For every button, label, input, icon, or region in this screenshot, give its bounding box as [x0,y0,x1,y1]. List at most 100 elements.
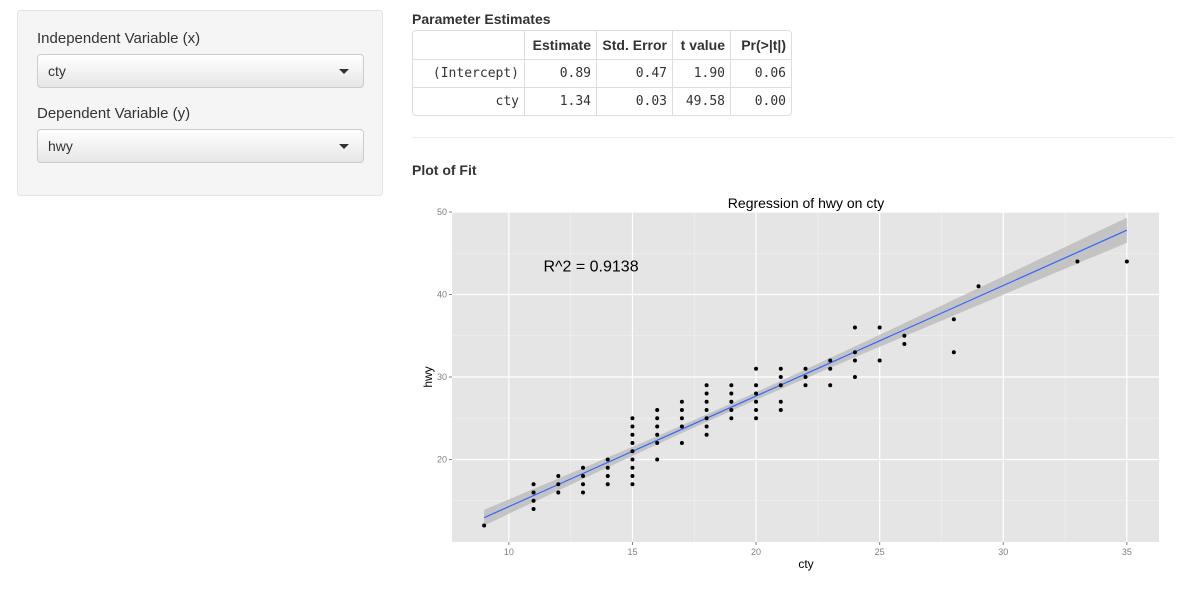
input-panel: Independent Variable (x) cty Dependent V… [17,10,383,196]
data-point [655,416,660,421]
data-point [630,441,635,445]
table-cell: 0.06 [730,59,791,87]
table-cell: (Intercept) [413,59,524,87]
data-points [482,259,1129,528]
data-point [902,342,907,346]
data-point [754,366,759,371]
x-tick-label: 30 [998,547,1008,557]
chevron-down-icon [339,144,349,149]
data-point [679,416,684,421]
data-point [581,474,586,478]
data-point [581,490,586,495]
x-tick-label: 15 [627,547,637,557]
y-tick-label: 40 [437,290,447,300]
data-point [679,441,684,445]
data-point [556,482,561,487]
data-point [531,507,536,511]
data-point [630,432,635,437]
table-cell: 0.47 [596,59,672,87]
data-point [729,383,734,388]
data-point [754,391,759,396]
y-axis-ticks: 20 30 40 50 [437,207,452,465]
column-header: Estimate [524,31,596,59]
data-point [556,490,561,495]
y-variable-select[interactable]: hwy [37,129,364,163]
data-point [754,383,759,388]
data-point [754,408,759,412]
column-header [413,31,524,59]
data-point [679,399,684,404]
data-point [778,375,783,379]
data-point [655,441,660,445]
data-point [630,457,635,462]
data-point [581,482,586,487]
x-tick-label: 10 [504,547,514,557]
data-point [581,465,586,470]
table-row: cty 1.34 0.03 49.58 0.00 [413,87,791,115]
data-point [704,383,709,388]
fit-line-group [483,229,1128,519]
data-point [679,424,684,429]
y-tick-label: 30 [437,372,447,382]
data-point [630,424,635,429]
data-point [630,482,635,487]
data-point [630,465,635,470]
data-point [630,474,635,478]
data-point [556,474,561,478]
grid-lines [452,211,1159,542]
data-point [852,350,857,355]
estimates-table: Estimate Std. Error t value Pr(>|t|) (In… [412,30,792,116]
x-axis-label: cty [798,557,813,571]
data-point [655,424,660,429]
data-point [704,424,709,429]
y-variable-value: hwy [48,138,73,154]
data-point [729,399,734,404]
y-tick-label: 50 [437,207,447,217]
regression-plot: Regression of hwy on cty 10 15 20 25 30 35 20… [421,195,1159,571]
x-variable-label: Independent Variable (x) [37,30,201,47]
fit-line [483,229,1128,519]
chevron-down-icon [339,69,349,74]
data-point [605,474,610,478]
data-point [704,416,709,421]
x-tick-label: 20 [751,547,761,557]
data-point [605,457,610,462]
data-point [605,482,610,487]
confidence-ribbon [484,217,1127,526]
data-point [951,350,956,355]
x-tick-label: 25 [875,547,885,557]
data-point [951,317,956,322]
table-row: (Intercept) 0.89 0.47 1.90 0.06 [413,59,791,87]
data-point [778,399,783,404]
data-point [679,408,684,412]
data-point [1124,259,1129,264]
data-point [754,416,759,421]
data-point [482,523,487,528]
y-variable-label: Dependent Variable (y) [37,105,191,122]
y-tick-label: 20 [437,455,447,465]
data-point [828,383,833,388]
data-point [852,358,857,363]
data-point [754,399,759,404]
data-point [852,375,857,379]
section-divider [412,137,1174,138]
data-point [531,498,536,503]
data-point [704,399,709,404]
data-point [976,284,981,289]
data-point [531,482,536,487]
table-cell: 0.89 [524,59,596,87]
x-variable-select[interactable]: cty [37,54,364,88]
data-point [655,408,660,412]
data-point [655,432,660,437]
data-point [630,449,635,454]
data-point [828,358,833,363]
data-point [729,391,734,396]
data-point [704,432,709,437]
r-squared-label: R^2 = 0.9138 [543,259,638,276]
data-point [877,358,882,363]
table-cell: 49.58 [672,87,730,115]
column-header: Pr(>|t|) [730,31,791,59]
data-point [778,366,783,371]
chart-title: Regression of hwy on cty [728,195,884,211]
table-cell: 0.03 [596,87,672,115]
